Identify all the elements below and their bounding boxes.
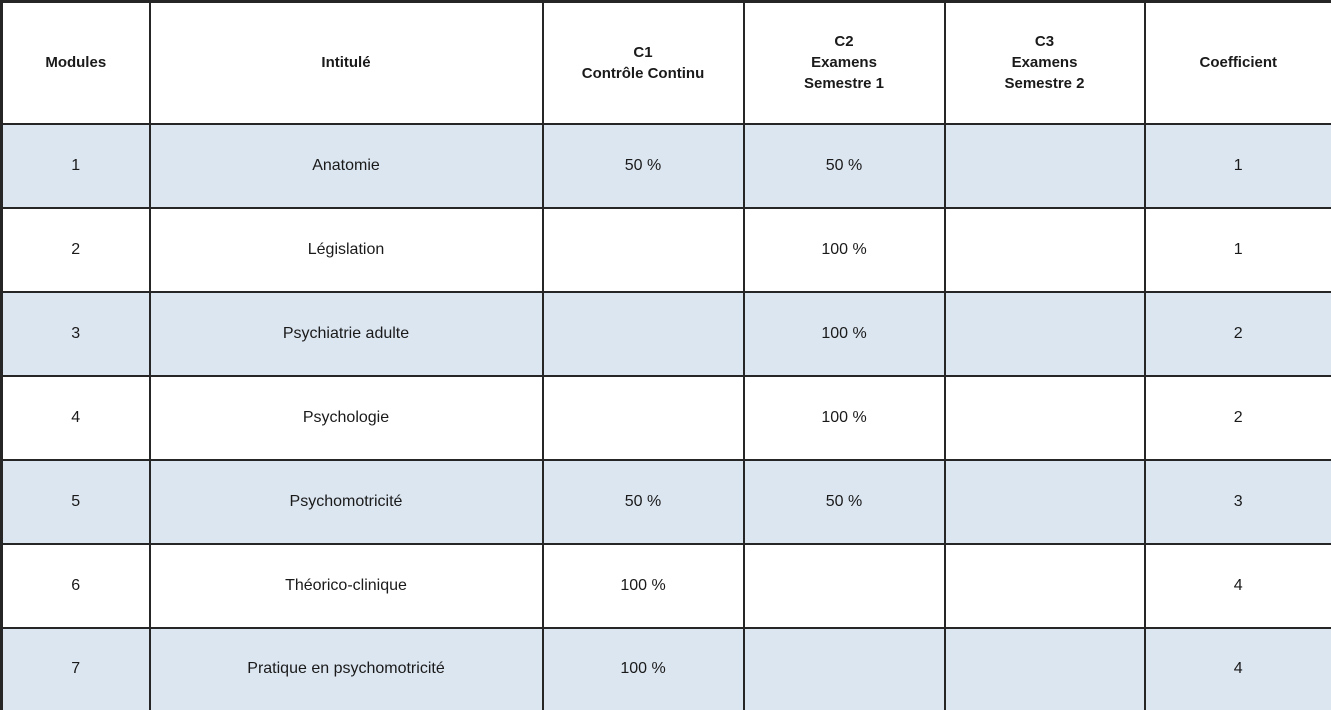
cell-module: 7 [0,626,151,710]
cell-c3 [943,626,1146,710]
header-line: Examens [811,54,877,72]
column-header-c2: C2 Examens Semestre 1 [742,0,946,125]
cell-module: 1 [0,122,151,209]
cell-module: 5 [0,458,151,545]
cell-coefficient: 2 [1143,374,1331,461]
cell-module: 4 [0,374,151,461]
cell-c1 [541,290,745,377]
cell-c2: 50 % [742,122,946,209]
table-header: Modules Intitulé C1 Contrôle Continu C2 Exame… [0,0,1331,125]
cell-coefficient: 1 [1143,122,1331,209]
cell-coefficient: 2 [1143,290,1331,377]
cell-module: 3 [0,290,151,377]
cell-c3 [943,206,1146,293]
cell-intitule: Pratique en psychomotricité [148,626,544,710]
cell-c2 [742,542,946,629]
table-row: 1 Anatomie 50 % 50 % 1 [0,122,1331,209]
cell-intitule: Législation [148,206,544,293]
header-line: Semestre 1 [803,75,885,93]
cell-coefficient: 1 [1143,206,1331,293]
header-row: Modules Intitulé C1 Contrôle Continu C2 Exame… [0,0,1331,125]
cell-c3 [943,290,1146,377]
cell-c1: 100 % [541,626,745,710]
table-row: 7 Pratique en psychomotricité 100 % 4 [0,626,1331,710]
header-line: Coefficient [1199,54,1277,72]
cell-module: 6 [0,542,151,629]
column-header-coefficient: Coefficient [1143,0,1331,125]
table-row: 4 Psychologie 100 % 2 [0,374,1331,461]
header-line: Semestre 2 [1004,75,1085,93]
cell-coefficient: 4 [1143,626,1331,710]
column-header-c3: C3 Examens Semestre 2 [943,0,1146,125]
cell-c3 [943,374,1146,461]
header-line: C3 [1034,33,1055,51]
cell-c2: 50 % [742,458,946,545]
cell-c1: 50 % [541,122,745,209]
column-header-c1: C1 Contrôle Continu [541,0,745,125]
cell-c3 [943,122,1146,209]
cell-module: 2 [0,206,151,293]
cell-intitule: Théorico-clinique [148,542,544,629]
cell-c2 [742,626,946,710]
table-row: 5 Psychomotricité 50 % 50 % 3 [0,458,1331,545]
cell-c2: 100 % [742,374,946,461]
cell-c3 [943,458,1146,545]
cell-c1 [541,206,745,293]
column-header-intitule: Intitulé [148,0,544,125]
cell-intitule: Psychomotricité [148,458,544,545]
header-line: C2 [834,33,854,51]
cell-c1: 100 % [541,542,745,629]
table-row: 6 Théorico-clinique 100 % 4 [0,542,1331,629]
cell-intitule: Psychiatrie adulte [148,290,544,377]
table-row: 2 Législation 100 % 1 [0,206,1331,293]
table-body: 1 Anatomie 50 % 50 % 1 2 Législation 100 % 1 3 Psy… [0,122,1331,710]
header-line: Contrôle Continu [581,64,705,82]
cell-c2: 100 % [742,206,946,293]
cell-c3 [943,542,1146,629]
cell-intitule: Psychologie [148,374,544,461]
header-line: Examens [1011,54,1078,72]
header-line: C1 [633,43,653,61]
cell-c1 [541,374,745,461]
cell-c2: 100 % [742,290,946,377]
cell-intitule: Anatomie [148,122,544,209]
header-line: Intitulé [321,54,371,72]
cell-coefficient: 3 [1143,458,1331,545]
column-header-module: Modules [0,0,151,125]
table-row: 3 Psychiatrie adulte 100 % 2 [0,290,1331,377]
cell-c1: 50 % [541,458,745,545]
cell-coefficient: 4 [1143,542,1331,629]
header-line: Modules [45,54,107,72]
